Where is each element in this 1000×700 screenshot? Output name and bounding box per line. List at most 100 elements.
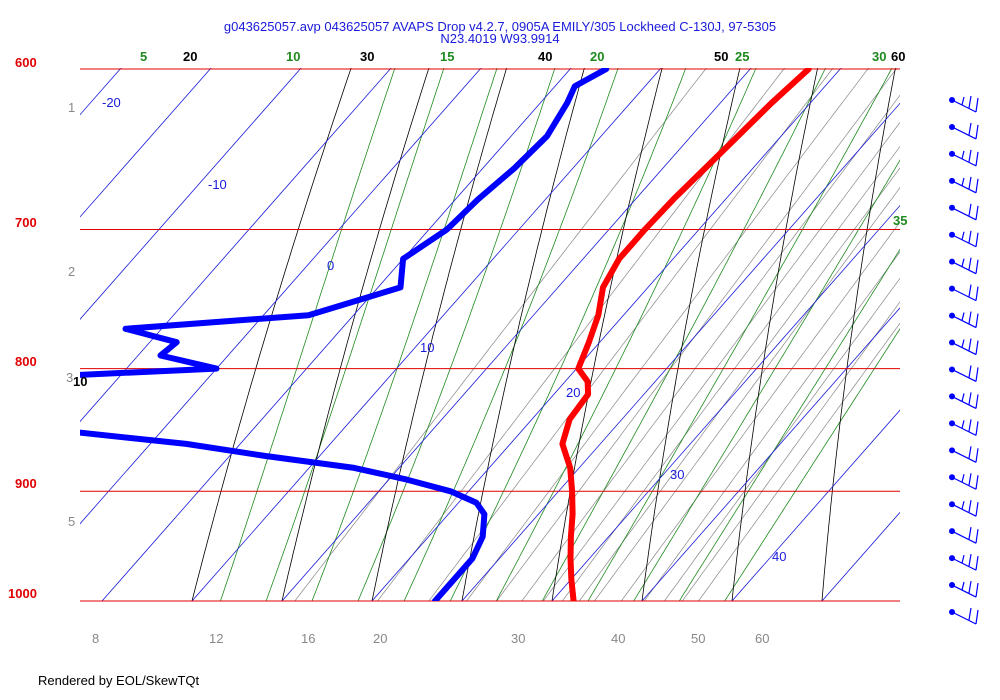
wind-barb-flag [968,419,972,432]
theta-label-20: 20 [183,49,197,64]
mixing-ratio-label-16: 16 [301,631,315,646]
moist-adiabat-15 [495,68,757,601]
theta-label-30: 30 [360,49,374,64]
height-label-3: 3 [66,370,73,385]
isotherm--30 [101,68,572,601]
isotherm-label-minus-10: -10 [208,177,227,192]
mixing-ratio-20 [594,187,900,601]
wind-barb-flag [968,311,972,324]
wind-barb-flag [968,122,972,136]
wind-barb-flag [975,124,979,140]
wind-barb-18 [949,554,979,571]
wind-barb-flag [975,448,979,463]
isotherm-label-30: 30 [670,467,684,482]
wind-barb-shaft [951,503,977,517]
dry-adiabat-0 [371,68,508,601]
isotherm--70 [80,68,212,218]
dry-adiabat-10 [461,68,585,601]
mixing-ratio-40 [698,322,900,601]
dry-adiabat-lines [191,68,896,601]
theta-e-label-35: 35 [893,213,907,228]
wind-barb-shaft [951,368,977,383]
height-label-5: 5 [68,514,75,529]
wind-barb-flag [975,178,979,193]
moist-adiabat--15 [219,68,396,601]
pressure-label-900: 900 [15,476,37,491]
wind-barb-flag [975,475,979,490]
isotherm-label-20: 20 [566,385,580,400]
mixing-ratio-label-40: 40 [611,631,625,646]
moist-adiabat--5 [311,68,498,601]
isotherm--20 [191,68,662,601]
isotherm-50 [821,511,900,601]
wind-barb-half-flag [961,420,965,429]
wind-barb-17 [949,527,979,544]
moist-adiabat-40 [724,328,900,601]
wind-barb-flag [968,500,972,513]
wind-barb-14 [949,446,979,463]
theta-e-label-10: 10 [286,49,300,64]
wind-barb-11 [949,365,979,383]
wind-barb-flag [975,556,979,571]
dry-adiabat--10 [281,68,430,601]
wind-barb-flag [968,473,972,486]
wind-barb-flag [975,205,979,220]
isotherm-30 [641,307,900,601]
wind-barb-shaft [951,126,977,140]
wind-barb-flag [968,203,972,216]
mixing-ratio-16 [561,145,900,601]
wind-barb-station [949,123,955,130]
pressure-label-1000: 1000 [8,586,37,601]
wind-barb-shaft [951,315,977,329]
wind-barb-shaft [951,261,977,275]
theta-e-label-15: 15 [440,49,454,64]
wind-barb-shaft [951,476,977,490]
dry-adiabat-40 [731,68,819,601]
wind-barb-flag [975,259,979,274]
theta-label-60: 60 [891,49,905,64]
wind-barb-19 [949,580,979,598]
wind-barb-3 [949,149,979,167]
moist-adiabat-30 [633,159,900,601]
wind-barb-16 [949,500,979,517]
wind-barb-half-flag [961,393,965,402]
height-label-2: 2 [68,264,75,279]
wind-barb-flag [975,394,979,409]
wind-barb-half-flag [961,581,965,591]
dry-adiabat-20 [551,68,663,601]
wind-barb-2 [949,122,979,140]
wind-barb-half-flag [961,501,965,510]
wind-barb-flag [975,151,979,166]
wind-barb-flag [968,176,972,189]
wind-barb-half-flag [961,339,965,348]
wind-barb-shaft [951,584,977,598]
mixing-ratio-24 [620,221,900,601]
wind-barb-flag [975,286,979,301]
wind-barb-flag [968,365,972,378]
wind-barb-7 [949,257,979,275]
wind-barb-10 [949,338,979,356]
theta-label-50: 50 [714,49,728,64]
mixing-ratio-6 [428,68,834,601]
isotherm--40 [80,68,482,525]
wind-barb-flag [975,313,979,328]
wind-barb-shaft [951,288,977,302]
wind-barb-9 [949,311,979,329]
isotherm--10 [281,68,752,601]
pressure-label-600: 600 [15,55,37,70]
dry-adiabat--20 [191,68,352,601]
isotherm--50 [80,68,392,423]
wind-barb-flag [975,232,979,247]
wind-barb-flag [968,527,972,540]
mixing-ratio-14 [542,121,900,601]
wind-barb-shaft [951,557,977,571]
mixing-ratio-label-8: 8 [92,631,99,646]
isotherm-label-40: 40 [772,549,786,564]
wind-barb-shaft [951,234,977,248]
mixing-ratio-label-60: 60 [755,631,769,646]
wind-barb-half-flag [961,258,965,267]
wind-barb-flag [968,607,972,621]
mixing-ratio-18 [578,167,900,601]
wind-barb-half-flag [961,231,965,240]
